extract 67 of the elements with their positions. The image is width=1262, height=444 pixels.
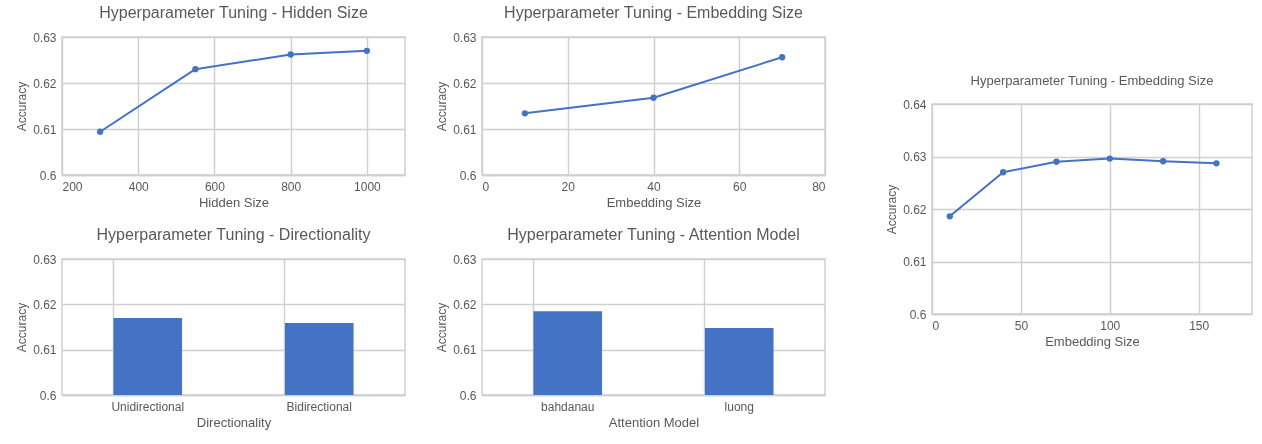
y-tick-label: 0.63 bbox=[903, 150, 927, 164]
y-tick-label: 0.63 bbox=[33, 252, 57, 267]
point bbox=[946, 213, 953, 220]
x-tick-label: 800 bbox=[281, 179, 302, 194]
point bbox=[96, 128, 104, 135]
y-axis-title: Accuracy bbox=[15, 81, 30, 132]
x-tick-label: 100 bbox=[1100, 318, 1121, 333]
x-tick-label: 1000 bbox=[354, 179, 382, 194]
y-tick-label: 0.6 bbox=[39, 168, 57, 183]
point bbox=[1053, 158, 1060, 165]
y-tick-label: 0.64 bbox=[903, 97, 927, 112]
point bbox=[778, 54, 786, 61]
y-axis-title: Accuracy bbox=[435, 81, 450, 132]
chart-title: Hyperparameter Tuning - Directionality bbox=[96, 226, 371, 243]
x-tick-label: 40 bbox=[647, 179, 661, 194]
y-tick-label: 0.6 bbox=[39, 388, 57, 403]
x-tick-label: 200 bbox=[62, 179, 83, 194]
x-tick-label: 50 bbox=[1014, 318, 1029, 333]
x-tick-label: 20 bbox=[561, 179, 576, 194]
x-tick-label: 80 bbox=[812, 179, 826, 194]
point bbox=[521, 110, 529, 117]
y-tick-label: 0.62 bbox=[33, 297, 57, 312]
y-tick-label: 0.62 bbox=[33, 76, 57, 91]
x-axis-title: Embedding Size bbox=[606, 194, 702, 210]
y-tick-label: 0.63 bbox=[453, 252, 477, 267]
x-axis-title: Hidden Size bbox=[198, 194, 270, 210]
point bbox=[363, 47, 371, 54]
y-tick-label: 0.63 bbox=[33, 30, 57, 45]
x-tick-label: 150 bbox=[1189, 318, 1210, 333]
x-tick-label: 400 bbox=[128, 179, 150, 194]
x-tick-label: 0 bbox=[932, 318, 940, 333]
y-tick-label: 0.6 bbox=[459, 388, 477, 403]
x-axis-title: Directionality bbox=[196, 414, 272, 430]
y-axis-title: Accuracy bbox=[435, 302, 450, 353]
x-tick-label: luong bbox=[724, 399, 754, 414]
y-tick-label: 0.63 bbox=[453, 30, 477, 45]
x-axis-title: Attention Model bbox=[608, 414, 700, 430]
x-tick-label: 60 bbox=[733, 179, 747, 194]
x-tick-label: Bidirectional bbox=[286, 399, 352, 414]
y-tick-label: 0.61 bbox=[903, 255, 927, 269]
chart-title: Hyperparameter Tuning - Embedding Size bbox=[970, 73, 1214, 88]
y-tick-label: 0.62 bbox=[903, 202, 927, 217]
chart-title: Hyperparameter Tuning - Hidden Size bbox=[99, 4, 368, 21]
point bbox=[1159, 158, 1167, 165]
x-axis-title: Embedding Size bbox=[1045, 333, 1140, 349]
point bbox=[650, 94, 657, 101]
point bbox=[192, 66, 199, 73]
point bbox=[287, 51, 294, 58]
y-axis-title: Accuracy bbox=[885, 184, 900, 235]
y-tick-label: 0.61 bbox=[33, 343, 57, 358]
y-tick-label: 0.62 bbox=[453, 297, 477, 312]
y-axis-title: Accuracy bbox=[15, 302, 30, 353]
point bbox=[1213, 160, 1220, 167]
y-tick-label: 0.61 bbox=[453, 122, 477, 137]
chart-title: Hyperparameter Tuning - Attention Model bbox=[507, 226, 800, 243]
y-tick-label: 0.6 bbox=[909, 307, 927, 322]
y-tick-label: 0.6 bbox=[459, 168, 477, 183]
point bbox=[1106, 155, 1113, 162]
x-tick-label: Unidirectional bbox=[111, 399, 185, 414]
y-tick-label: 0.61 bbox=[453, 343, 477, 358]
x-tick-label: bahdanau bbox=[541, 399, 595, 414]
x-tick-label: 0 bbox=[482, 179, 490, 194]
x-tick-label: 600 bbox=[204, 179, 226, 194]
point bbox=[999, 169, 1007, 176]
y-tick-label: 0.62 bbox=[453, 76, 477, 91]
y-tick-label: 0.61 bbox=[33, 122, 57, 137]
chart-title: Hyperparameter Tuning - Embedding Size bbox=[504, 4, 804, 21]
